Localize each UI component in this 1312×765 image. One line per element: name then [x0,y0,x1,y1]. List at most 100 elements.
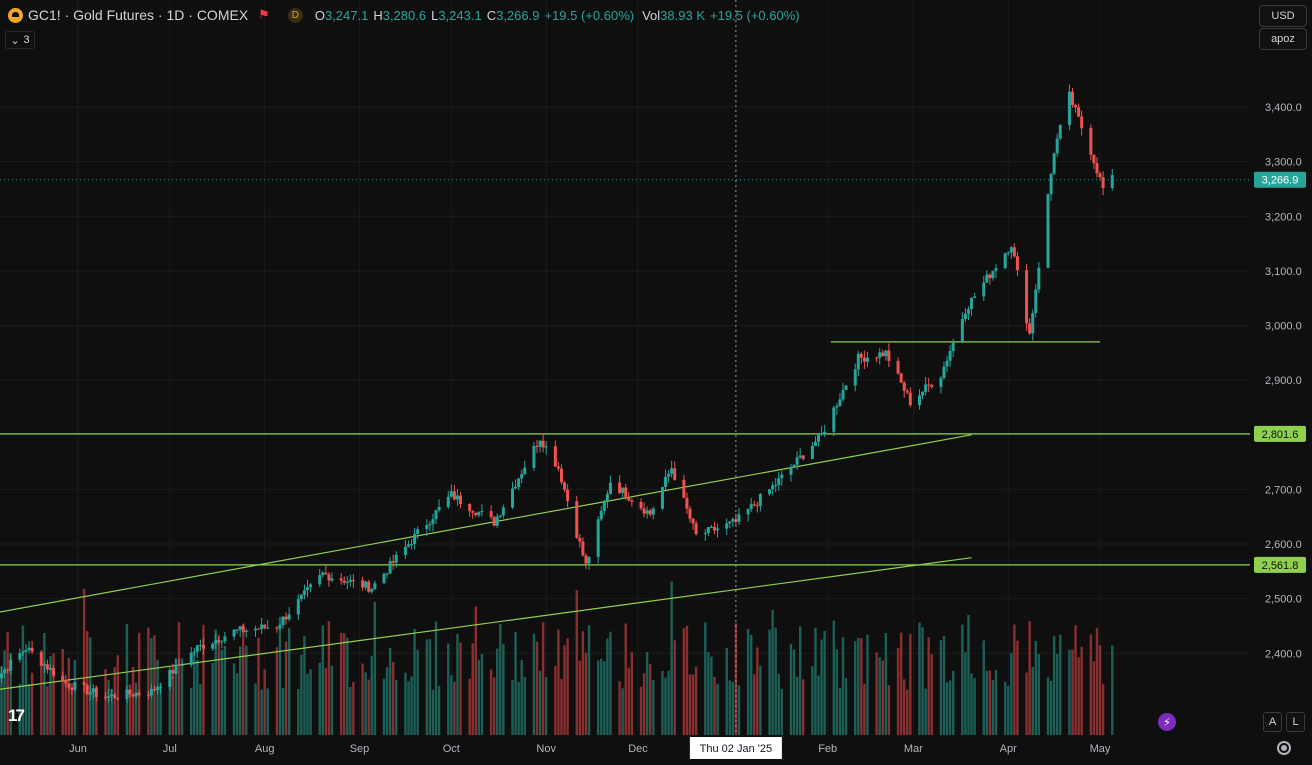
candle-body [416,529,420,534]
candle-body [691,518,695,524]
symbol-title[interactable]: GC1! · Gold Futures · 1D · COMEX [28,7,249,23]
volume-bar [1016,640,1019,735]
volume-bar [113,667,116,735]
candle-body [18,653,22,660]
volume-bar [606,638,609,735]
candle-body [918,395,921,406]
volume-bar [682,628,686,735]
auto-scale-button[interactable]: A [1263,712,1282,732]
volume-bar [450,675,453,735]
tradingview-logo-icon[interactable]: 17 [8,706,25,725]
currency-button[interactable]: USD [1259,5,1307,27]
volume-bar [382,678,386,735]
volume-bar [1074,625,1077,735]
volume-bar [896,648,900,735]
candle-body [608,482,612,495]
candle-body [492,516,496,526]
volume-bar [110,689,113,735]
volume-bar [811,666,814,735]
candle-body [559,468,563,483]
candle-body [673,468,677,480]
volume-bar [737,685,741,735]
candle-body [982,282,986,297]
candle-body [618,482,622,493]
indicators-toggle-button[interactable]: ⌄ 3 [5,31,35,49]
candle-body [1098,173,1102,178]
volume-bar [153,635,156,735]
candle-body [156,687,160,691]
volume-bar [407,681,410,735]
lightning-icon[interactable]: ⚡ [1158,713,1176,731]
volume-bar [1028,621,1031,735]
candle-body [480,511,484,513]
level-price-label: 2,801.6 [1262,429,1299,441]
candle-body [364,581,368,588]
volume-bar [266,688,269,735]
candle-body [223,636,227,642]
drawings[interactable] [0,341,1250,692]
volume-bar [798,626,802,735]
trend-line [0,557,972,690]
volume-bar [1101,684,1105,735]
volume-bar [352,681,355,735]
volume-bar [541,622,545,735]
high-value: 3,280.6 [382,7,427,23]
candle-body [1089,128,1093,155]
settings-gear-icon[interactable] [1277,741,1291,755]
volume-bar [756,647,759,735]
candle-body [281,616,285,626]
volume-bar [257,637,260,735]
volume-bar [385,667,389,735]
change-value: +19.5 (+0.60%) [544,7,635,23]
candle-body [82,682,86,686]
volume-bar [835,649,839,735]
volume-bar [104,669,107,735]
candle-body [321,572,325,576]
candle-body [9,659,13,671]
volume-bar [196,659,199,735]
flag-icon[interactable]: ⚑ [258,7,270,22]
unit-button[interactable]: apoz [1259,28,1307,50]
candle-body [1080,116,1084,129]
candle-body [563,482,567,490]
volume-bar [125,623,129,735]
candle-body [52,667,56,676]
volume-bar [517,681,520,735]
volume-bar [884,633,888,735]
volume-bar [866,634,869,735]
candle-body [361,580,365,588]
candle-body [532,445,536,468]
y-tick-label: 3,200.0 [1265,211,1302,223]
volume-bar [771,609,774,735]
open-value: 3,247.1 [324,7,369,23]
candle-body [406,544,410,547]
candle-body [994,268,998,271]
candle-body [887,350,891,361]
volume-bar [994,670,998,735]
candle-body [134,692,138,697]
volume-bar [1056,653,1059,735]
x-tick-label: Dec [628,743,648,755]
volume-bar [278,616,282,735]
volume-bar [254,683,257,735]
delayed-badge[interactable]: D [287,7,303,23]
volume-bar [792,649,796,735]
candle-body [394,554,398,563]
volume-bar [437,685,441,735]
level-price-label-box [1254,556,1306,573]
log-scale-button[interactable]: L [1286,712,1305,732]
volume-bar [642,673,646,735]
volume-bar [174,658,178,735]
volume-bar [584,652,588,735]
candle-body [801,455,805,459]
volume-bar [673,640,676,735]
volume-bar [578,660,582,735]
close-label: C [486,7,497,23]
volume-bar [303,636,306,735]
volume-bar [30,672,34,735]
volume-bar [367,679,370,735]
candle-body [908,392,912,406]
candle-body [817,433,821,442]
candles[interactable] [0,84,1114,703]
